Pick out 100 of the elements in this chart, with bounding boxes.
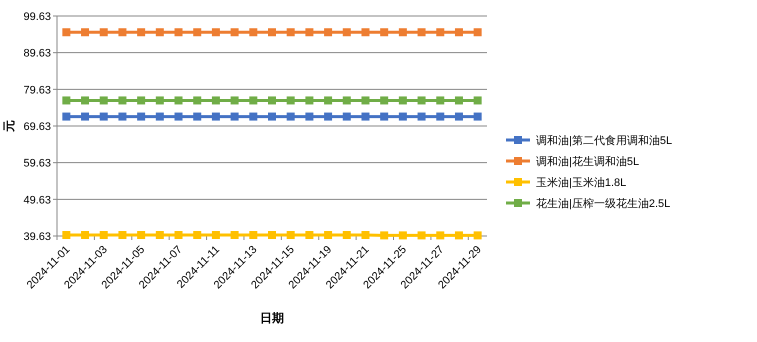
y-tick-label: 59.63 bbox=[23, 158, 51, 170]
point bbox=[380, 28, 388, 36]
point bbox=[324, 96, 332, 104]
point bbox=[286, 28, 295, 36]
point bbox=[118, 28, 126, 36]
point bbox=[193, 96, 202, 104]
point bbox=[324, 231, 332, 240]
point bbox=[380, 96, 388, 104]
point bbox=[398, 231, 407, 240]
point bbox=[342, 28, 351, 36]
point bbox=[62, 112, 70, 121]
point bbox=[286, 112, 295, 121]
legend-label: 调和油|花生调和油5L bbox=[536, 155, 640, 168]
point bbox=[100, 231, 108, 240]
point bbox=[212, 96, 220, 104]
point bbox=[174, 28, 183, 36]
point bbox=[268, 96, 276, 104]
point bbox=[305, 96, 314, 104]
point bbox=[230, 96, 239, 104]
point bbox=[454, 28, 463, 36]
point bbox=[398, 28, 407, 36]
point bbox=[230, 231, 239, 240]
point bbox=[193, 112, 202, 121]
point bbox=[436, 231, 444, 240]
point bbox=[230, 112, 239, 121]
point bbox=[249, 96, 258, 104]
point bbox=[361, 112, 370, 121]
point bbox=[156, 28, 164, 36]
point bbox=[268, 231, 276, 240]
point bbox=[100, 28, 108, 36]
point bbox=[418, 28, 426, 36]
point bbox=[193, 231, 202, 240]
point bbox=[305, 28, 314, 36]
legend-label: 调和油|第二代食用调和油5L bbox=[536, 134, 672, 147]
point bbox=[474, 112, 482, 121]
y-axis-title: 元 bbox=[2, 120, 16, 133]
point bbox=[137, 28, 146, 36]
y-tick-label: 39.63 bbox=[23, 231, 51, 243]
point bbox=[62, 28, 70, 36]
point bbox=[212, 231, 220, 240]
point bbox=[174, 112, 183, 121]
point bbox=[81, 96, 90, 104]
point bbox=[268, 112, 276, 121]
point bbox=[342, 231, 351, 240]
point bbox=[156, 112, 164, 121]
point bbox=[398, 96, 407, 104]
x-axis-title: 日期 bbox=[260, 311, 284, 325]
point bbox=[249, 231, 258, 240]
point bbox=[474, 231, 482, 240]
y-tick-label: 49.63 bbox=[23, 194, 51, 206]
point bbox=[436, 28, 444, 36]
point bbox=[361, 96, 370, 104]
point bbox=[361, 28, 370, 36]
y-tick-label: 99.63 bbox=[23, 11, 51, 23]
point bbox=[418, 96, 426, 104]
point bbox=[137, 112, 146, 121]
y-tick-label: 79.63 bbox=[23, 84, 51, 96]
legend-label: 玉米油|玉米油1.8L bbox=[536, 176, 626, 189]
point bbox=[156, 231, 164, 240]
point bbox=[81, 112, 90, 121]
point bbox=[398, 112, 407, 121]
point bbox=[268, 28, 276, 36]
point bbox=[212, 112, 220, 121]
point bbox=[62, 96, 70, 104]
point bbox=[62, 231, 70, 240]
point bbox=[454, 96, 463, 104]
point bbox=[174, 96, 183, 104]
point bbox=[193, 28, 202, 36]
point bbox=[118, 96, 126, 104]
point bbox=[81, 28, 90, 36]
point bbox=[305, 231, 314, 240]
point bbox=[454, 231, 463, 240]
point bbox=[249, 28, 258, 36]
point bbox=[118, 112, 126, 121]
legend-label: 花生油|压榨一级花生油2.5L bbox=[536, 197, 670, 210]
point bbox=[100, 96, 108, 104]
point bbox=[474, 28, 482, 36]
point bbox=[100, 112, 108, 121]
point bbox=[474, 96, 482, 104]
point bbox=[249, 112, 258, 121]
point bbox=[436, 96, 444, 104]
point bbox=[286, 96, 295, 104]
point bbox=[230, 28, 239, 36]
point bbox=[361, 231, 370, 240]
point bbox=[380, 112, 388, 121]
point bbox=[418, 231, 426, 240]
point bbox=[380, 231, 388, 240]
point bbox=[286, 231, 295, 240]
point bbox=[137, 231, 146, 240]
point bbox=[174, 231, 183, 240]
point bbox=[342, 112, 351, 121]
point bbox=[212, 28, 220, 36]
point bbox=[118, 231, 126, 240]
y-tick-label: 89.63 bbox=[23, 48, 51, 60]
point bbox=[156, 96, 164, 104]
point bbox=[305, 112, 314, 121]
point bbox=[436, 112, 444, 121]
point bbox=[454, 112, 463, 121]
point bbox=[324, 112, 332, 121]
point bbox=[81, 231, 90, 240]
